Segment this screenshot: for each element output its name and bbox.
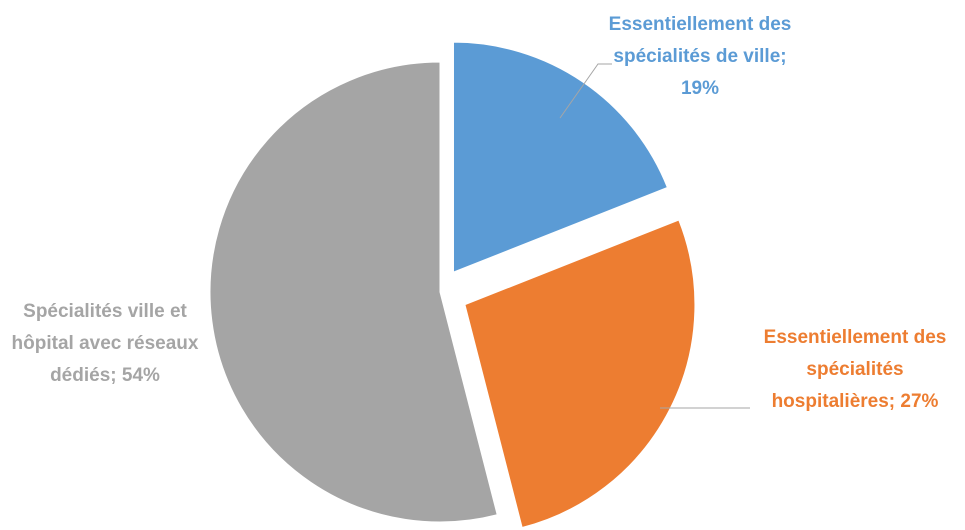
data-label: Essentiellement des spécialités de ville;… <box>609 14 792 99</box>
label-line: Essentiellement des <box>764 327 947 348</box>
label-line: hospitalières; 27% <box>772 391 939 412</box>
label-line: spécialités <box>806 359 903 380</box>
label-line: spécialités de ville; <box>613 46 786 67</box>
label-line: hôpital avec réseaux <box>12 333 199 354</box>
leader-line <box>559 63 612 119</box>
pie-slice <box>209 61 498 523</box>
pie-slice <box>452 41 668 273</box>
label-line: 19% <box>681 78 719 99</box>
label-line: dédiés; 54% <box>50 365 160 386</box>
data-label: Spécialités ville et hôpital avec réseaux… <box>12 301 199 386</box>
pie-slice <box>464 219 696 529</box>
label-line: Spécialités ville et <box>23 301 187 322</box>
data-label: Essentiellement des spécialités hospitaliè… <box>764 327 947 412</box>
label-line: Essentiellement des <box>609 14 792 35</box>
